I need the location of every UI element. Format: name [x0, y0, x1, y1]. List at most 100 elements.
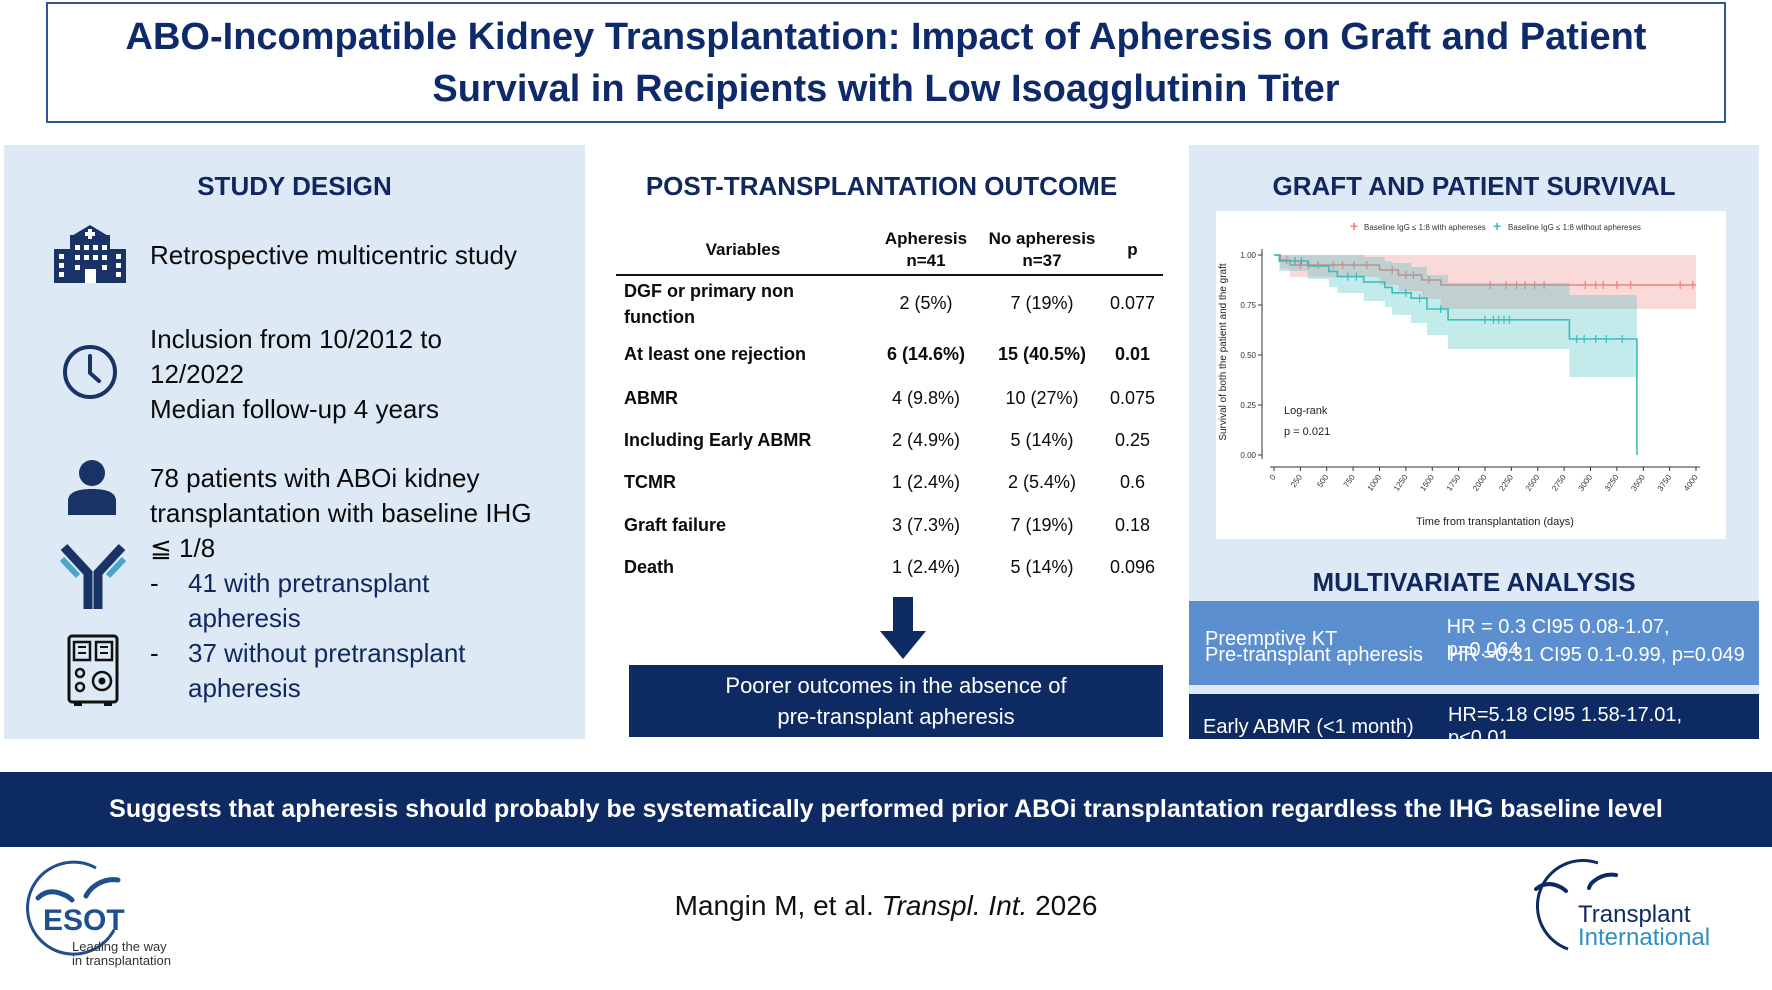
citation: Mangin M, et al. Transpl. Int. 2026 — [0, 890, 1772, 922]
row-no-apheresis: 5 (14%) — [1010, 556, 1074, 577]
person-icon — [68, 460, 116, 515]
table-row: At least one rejection 6 (14.6%) 15 (40.… — [616, 331, 1163, 377]
clock-icon — [63, 345, 117, 399]
row-label: At least one rejection — [624, 343, 807, 364]
inclusion-period-text: Inclusion from 10/2012 to 12/2022 Median… — [150, 322, 442, 427]
multivariate-row-early-abmr: Early ABMR (<1 month) HR=5.18 CI95 1.58-… — [1203, 704, 1748, 750]
inclusion-line-1: Inclusion from 10/2012 to — [150, 324, 442, 354]
x-tick-label: 1750 — [1445, 473, 1463, 493]
y-tick-label: 0.25 — [1240, 401, 1256, 410]
row-no-apheresis: 2 (5.4%) — [1007, 472, 1077, 492]
conclusion-line-1: Poorer outcomes in the absence of — [725, 673, 1067, 698]
mv-label: Early ABMR (<1 month) — [1203, 715, 1414, 738]
citation-journal: Transpl. Int. — [881, 890, 1028, 921]
follow-up-line: Median follow-up 4 years — [150, 394, 440, 424]
x-tick-label: 500 — [1315, 473, 1330, 490]
row-p: 0.18 — [1114, 514, 1151, 535]
multivariate-heading: MULTIVARIATE ANALYSIS — [1312, 567, 1636, 597]
esot-logo-mark — [26, 860, 121, 956]
esot-tagline-2: in transplantation — [72, 953, 172, 968]
outcome-table: Variables Apheresis n=41 No apheresis n=… — [616, 225, 1163, 588]
mv-label: Pre-transplant apheresis — [1205, 644, 1423, 666]
study-type-text: Retrospective multicentric study — [150, 240, 518, 270]
table-row: Including Early ABMR 2 (4.9%) 5 (14%) 0.… — [616, 419, 1163, 461]
row-no-apheresis: 5 (14%) — [1010, 429, 1074, 450]
subgroup-1-text: 41 with pretransplant apheresis — [188, 566, 429, 636]
col-variables: Variables — [705, 239, 781, 259]
study-design-panel: STUDY DESIGN Retrospective multicentric … — [4, 145, 585, 739]
row-apheresis: 3 (7.3%) — [891, 514, 961, 535]
row-label: ABMR — [624, 387, 678, 408]
conclusion-banner: Suggests that apheresis should probably … — [0, 772, 1772, 847]
y-tick-label: 0.00 — [1240, 451, 1256, 460]
mv-value: HR = 0.3 CI95 0.08-1.07, p=0.064 — [1446, 616, 1670, 661]
title-box: ABO-Incompatible Kidney Transplantation:… — [46, 2, 1726, 123]
x-tick-label: 750 — [1342, 473, 1357, 490]
ci-band-without — [1274, 255, 1637, 455]
row-p: 0.6 — [1119, 472, 1146, 492]
x-tick-label: 1250 — [1392, 473, 1410, 493]
subgroup-2-dash: - — [150, 638, 159, 668]
study-design-heading: STUDY DESIGN — [197, 171, 392, 201]
survival-chart: + Baseline IgG ≤ 1:8 with аphereses + Ba… — [1216, 211, 1726, 539]
x-tick-label: 2750 — [1550, 473, 1568, 493]
conclusion-line-2: pre-transplant apheresis — [777, 704, 1015, 729]
x-tick-label: 3000 — [1577, 473, 1595, 493]
subgroup-1-dash: - — [150, 568, 159, 598]
col-apheresis-n: n=41 — [906, 250, 946, 270]
table-row: TCMR 1 (2.4%) 2 (5.4%) 0.6 — [616, 461, 1163, 504]
x-tick-label: 250 — [1289, 473, 1304, 490]
row-p: 0.077 — [1109, 293, 1156, 313]
antibody-icon — [59, 543, 127, 609]
subgroup-1-line-1: 41 with pretransplant — [188, 568, 430, 598]
mv-value: HR=5.18 CI95 1.58-17.01, p<0.01 — [1447, 704, 1682, 749]
x-tick-label: 3250 — [1603, 473, 1621, 493]
col-p: p — [1127, 239, 1138, 259]
subgroup-1-line-2: apheresis — [188, 603, 301, 633]
patients-line-1: 78 patients with ABOi kidney — [150, 463, 480, 493]
ti-logo-mark — [1534, 858, 1618, 951]
row-no-apheresis: 10 (27%) — [1005, 387, 1079, 408]
row-label: Death — [624, 556, 675, 577]
legend-marker-with: + — [1350, 218, 1358, 234]
outcome-table-header: Variables Apheresis n=41 No apheresis n=… — [616, 225, 1163, 275]
col-apheresis: Apheresis n=41 — [870, 225, 982, 275]
survival-line-with — [1274, 254, 1696, 286]
patients-line-2: transplantation with baseline IHG — [150, 498, 532, 528]
row-p: 0.075 — [1109, 387, 1156, 408]
multivariate-box: Preemptive KT HR = 0.3 CI95 0.08-1.07, p… — [1189, 601, 1759, 685]
esot-tagline-1: Leading the way — [72, 939, 167, 954]
mv-label: Preemptive KT — [1205, 627, 1338, 650]
row-apheresis: 2 (4.9%) — [891, 429, 961, 450]
row-p: 0.096 — [1109, 556, 1156, 577]
legend-marker-without: + — [1493, 218, 1501, 234]
logrank-label: Log-rank — [1284, 405, 1328, 417]
row-label: Graft failure — [624, 514, 727, 535]
x-tick-label: 2500 — [1524, 473, 1542, 493]
x-tick-label: 3500 — [1629, 473, 1647, 493]
col-no-apheresis-n: n=37 — [1022, 250, 1062, 270]
col-no-apheresis-label: No apheresis — [988, 228, 1096, 248]
row-label: TCMR — [624, 472, 676, 492]
mv-value: HR =0.31 CI95 0.1-0.99, p=0.049 — [1449, 644, 1745, 666]
ti-line-1: Transplant — [1578, 901, 1691, 928]
down-arrow-icon — [880, 597, 926, 659]
row-no-apheresis: 7 (19%) — [1010, 514, 1074, 535]
row-label: Including Early ABMR — [624, 429, 812, 450]
apheresis-machine-icon — [67, 634, 119, 706]
patients-line-3: ≦ 1/8 — [150, 533, 216, 563]
row-apheresis: 6 (14.6%) — [886, 343, 966, 364]
x-tick-label: 1500 — [1418, 473, 1436, 493]
row-no-apheresis: 15 (40.5%) — [997, 343, 1087, 364]
survival-line-without — [1274, 254, 1638, 455]
row-apheresis: 2 (5%) — [899, 293, 953, 313]
legend-without-apheresis: Baseline IgG ≤ 1:8 without аphereses — [1508, 223, 1641, 232]
col-no-apheresis: No apheresis n=37 — [982, 225, 1102, 275]
row-apheresis: 1 (2.4%) — [891, 472, 961, 492]
esot-logo: ESOT Leading the way in transplantation — [18, 858, 188, 968]
citation-year: 2026 — [1027, 890, 1098, 921]
esot-name: ESOT — [43, 904, 125, 937]
row-no-apheresis: 7 (19%) — [1010, 293, 1074, 313]
survival-heading: GRAFT AND PATIENT SURVIVAL — [1272, 171, 1676, 201]
x-tick-label: 2000 — [1471, 473, 1489, 493]
